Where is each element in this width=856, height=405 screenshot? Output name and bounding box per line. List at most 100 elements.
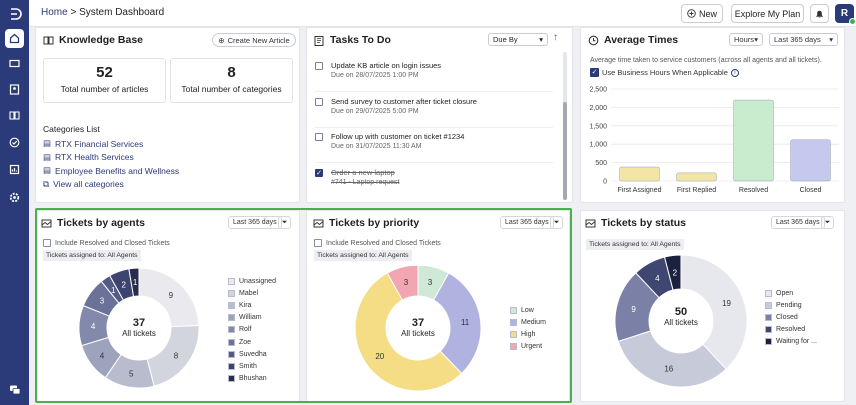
bar bbox=[790, 139, 831, 182]
contacts-icon[interactable] bbox=[5, 80, 24, 99]
include-resolved-toggle[interactable]: Include Resolved and Closed Tickets bbox=[314, 239, 441, 247]
chevron-down-icon: ▾ bbox=[829, 35, 833, 44]
scrollbar-thumb[interactable] bbox=[563, 102, 567, 200]
filter-icon[interactable]: ⏷ bbox=[278, 216, 291, 229]
task-due: Due on 31/07/2025 11:30 AM bbox=[331, 143, 422, 150]
avatar[interactable]: R bbox=[835, 4, 856, 25]
legend-label: Kira bbox=[239, 301, 252, 309]
legend-swatch bbox=[510, 306, 517, 314]
slice-value-label: 4 bbox=[91, 322, 96, 331]
donut-center: 37 All tickets bbox=[109, 317, 169, 338]
legend-item[interactable]: Resolved bbox=[765, 324, 817, 336]
slice-value-label: 3 bbox=[404, 278, 409, 287]
assigned-filter-chip: Tickets assigned to: All Agents bbox=[43, 250, 141, 261]
breadcrumb-home[interactable]: Home bbox=[41, 7, 68, 18]
unit-select[interactable]: Hours ▾ bbox=[729, 33, 763, 46]
checkbox[interactable] bbox=[43, 239, 51, 247]
include-resolved-toggle[interactable]: Include Resolved and Closed Tickets bbox=[43, 239, 170, 247]
logo-icon[interactable] bbox=[5, 4, 24, 23]
donut-slice bbox=[617, 330, 727, 388]
category-link[interactable]: ▤ RTX Financial Services bbox=[43, 137, 179, 151]
new-button[interactable]: New bbox=[681, 4, 723, 23]
legend-swatch bbox=[765, 326, 772, 334]
sort-direction-icon[interactable]: ↑ bbox=[553, 32, 558, 43]
legend-label: High bbox=[521, 330, 536, 338]
legend-item[interactable]: William bbox=[228, 312, 276, 324]
slice-value-label: 1 bbox=[133, 278, 138, 287]
top-bar: Home > System Dashboard New Explore My P… bbox=[29, 0, 856, 27]
settings-icon[interactable] bbox=[5, 188, 24, 207]
plus-icon: ⊕ bbox=[218, 35, 225, 45]
legend-item[interactable]: Low bbox=[510, 304, 546, 316]
task-checkbox[interactable] bbox=[315, 98, 323, 106]
legend-item[interactable]: Waiting for ... bbox=[765, 336, 817, 348]
total-tickets-label: All tickets bbox=[401, 329, 435, 338]
legend-item[interactable]: High bbox=[510, 328, 546, 340]
create-article-button[interactable]: ⊕ Create New Article bbox=[212, 33, 296, 47]
category-link[interactable]: ▤ RTX Health Services bbox=[43, 151, 179, 165]
category-link[interactable]: ▤ Employee Benefits and Wellness bbox=[43, 164, 179, 178]
agents-legend: Unassigned Mabel Kira William Rolf Zoe Suvedha… bbox=[228, 275, 276, 385]
new-button-label: New bbox=[698, 8, 717, 19]
sort-select[interactable]: Due By ▾ bbox=[488, 33, 548, 46]
tasks-icon[interactable] bbox=[5, 133, 24, 152]
total-tickets: 37 bbox=[411, 317, 425, 329]
legend-item[interactable]: Pending bbox=[765, 299, 817, 311]
categories-stat: 8 Total number of categories bbox=[170, 58, 293, 103]
filter-icon[interactable]: ⏷ bbox=[550, 216, 563, 229]
create-article-label: Create New Article bbox=[227, 35, 290, 45]
legend-item[interactable]: Mabel bbox=[228, 287, 276, 299]
legend-item[interactable]: Suvedha bbox=[228, 348, 276, 360]
knowledge-base-icon[interactable] bbox=[5, 106, 24, 125]
assigned-filter-chip: Tickets assigned to: All Agents bbox=[586, 239, 684, 250]
range-pill[interactable]: Last 365 days bbox=[228, 216, 282, 229]
task-due: Due on 29/07/2025 5:00 PM bbox=[331, 108, 419, 115]
legend-item[interactable]: Smith bbox=[228, 360, 276, 372]
checkbox-checked-icon[interactable]: ✓ bbox=[590, 68, 599, 77]
task-item[interactable]: Send survey to customer after ticket clo… bbox=[315, 94, 553, 128]
range-pill[interactable]: Last 365 days bbox=[500, 216, 554, 229]
task-checkbox[interactable] bbox=[315, 133, 323, 141]
legend-item[interactable]: Unassigned bbox=[228, 275, 276, 287]
y-tick-label: 2,000 bbox=[589, 105, 607, 112]
explore-plan-button[interactable]: Explore My Plan bbox=[731, 4, 804, 23]
task-checkbox-checked[interactable]: ✓ bbox=[315, 169, 323, 177]
task-item[interactable]: Follow up with customer on ticket #1234 … bbox=[315, 129, 553, 163]
chat-icon[interactable] bbox=[5, 380, 24, 399]
task-checkbox[interactable] bbox=[315, 62, 323, 70]
breadcrumb-separator: > bbox=[67, 7, 80, 18]
category-label: Employee Benefits and Wellness bbox=[55, 165, 180, 176]
status-legend: Open Pending Closed Resolved Waiting for ... bbox=[765, 287, 817, 348]
task-title: Send survey to customer after ticket clo… bbox=[331, 97, 477, 106]
checkbox[interactable] bbox=[314, 239, 322, 247]
legend-item[interactable]: Kira bbox=[228, 299, 276, 311]
legend-item[interactable]: Closed bbox=[765, 311, 817, 323]
view-all-label: View all categories bbox=[53, 179, 124, 190]
legend-item[interactable]: Urgent bbox=[510, 341, 546, 353]
info-icon[interactable]: i bbox=[730, 68, 739, 77]
filter-icon[interactable]: ⏷ bbox=[821, 216, 834, 229]
external-link-icon: ⧉ bbox=[43, 178, 50, 189]
task-item[interactable]: ✓ Order a new laptop #741 - Laptop reque… bbox=[315, 165, 553, 199]
legend-item[interactable]: Bhushan bbox=[228, 373, 276, 385]
reports-icon[interactable] bbox=[5, 160, 24, 179]
range-select[interactable]: Last 365 days ▾ bbox=[769, 33, 838, 46]
legend-item[interactable]: Zoe bbox=[228, 336, 276, 348]
page-title: System Dashboard bbox=[79, 7, 165, 18]
tickets-icon[interactable] bbox=[5, 54, 24, 73]
notification-bell-icon[interactable] bbox=[810, 4, 829, 23]
legend-item[interactable]: Rolf bbox=[228, 324, 276, 336]
assigned-filter-chip: Tickets assigned to: All Agents bbox=[314, 250, 412, 261]
task-item[interactable]: Update KB article on login issues Due on… bbox=[315, 58, 553, 92]
legend-label: Zoe bbox=[239, 338, 252, 346]
legend-item[interactable]: Open bbox=[765, 287, 817, 299]
legend-item[interactable]: Medium bbox=[510, 316, 546, 328]
include-resolved-label: Include Resolved and Closed Tickets bbox=[326, 239, 441, 247]
slice-value-label: 19 bbox=[722, 299, 731, 308]
tasks-title: Tasks To Do bbox=[330, 34, 391, 46]
view-all-categories-link[interactable]: ⧉ View all categories bbox=[43, 178, 179, 192]
business-hours-toggle[interactable]: ✓ Use Business Hours When Applicable i bbox=[590, 68, 739, 77]
home-icon[interactable] bbox=[5, 29, 24, 48]
range-pill[interactable]: Last 365 days bbox=[771, 216, 825, 229]
tasks-header: Tasks To Do bbox=[314, 34, 391, 46]
